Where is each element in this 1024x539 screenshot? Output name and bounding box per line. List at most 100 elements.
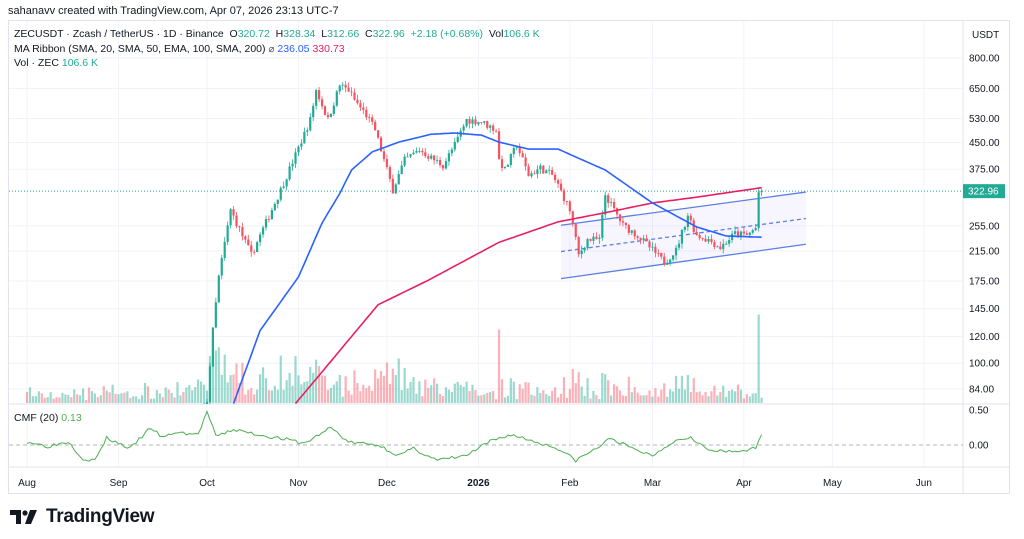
volume-title: Vol · ZEC	[14, 57, 59, 69]
volume-bar	[739, 389, 743, 403]
volume-legend[interactable]: Vol · ZEC 106.6 K	[14, 57, 98, 69]
volume-bar	[492, 390, 495, 403]
volume-bar	[323, 375, 327, 403]
volume-bar	[669, 389, 672, 403]
ma-ribbon	[232, 132, 762, 404]
price-axis[interactable]: 800.00 650.00 530.00 450.00 375.00 255.00 215.…	[963, 54, 1005, 452]
candle-body	[44, 500, 46, 502]
volume-bar	[267, 390, 271, 403]
candle-body	[577, 237, 580, 255]
candle-body	[67, 494, 69, 495]
open-label: O	[229, 28, 238, 40]
candle-body	[406, 156, 409, 158]
volume-bar	[385, 362, 389, 403]
candle-body	[368, 117, 371, 119]
volume-bar	[427, 387, 430, 403]
candle-body	[397, 174, 400, 185]
price-tick-label: 145.00	[969, 304, 1000, 315]
candle-body	[415, 151, 418, 153]
parallel-channel-drawing[interactable]	[560, 191, 806, 280]
candle-body	[356, 99, 359, 104]
close-value: 322.96	[372, 28, 405, 40]
candle-body	[610, 201, 613, 203]
volume-bar	[211, 338, 214, 403]
volume-bar	[639, 395, 642, 403]
volume-bar	[548, 395, 551, 403]
volume-bar	[105, 390, 108, 403]
tradingview-logo[interactable]: TradingView	[10, 506, 155, 528]
time-tick-label: Jun	[916, 478, 932, 489]
candle-body	[551, 170, 554, 175]
candle-body	[450, 149, 453, 154]
volume-bar	[542, 390, 545, 403]
volume-bar	[371, 390, 374, 403]
candle-body	[32, 502, 34, 504]
volume-bar	[586, 378, 589, 403]
symbol-legend[interactable]: ZECUSDT · Zcash / TetherUS · 1D · Binanc…	[14, 28, 540, 40]
ma-ribbon-legend[interactable]: MA Ribbon (SMA, 20, SMA, 50, EMA, 100, S…	[14, 43, 345, 55]
candle-body	[489, 125, 492, 128]
candle-body	[388, 167, 391, 179]
candle-body	[247, 239, 250, 246]
time-axis[interactable]: Aug Sep Oct Nov Dec 2026 Feb Mar Apr May Jun	[18, 478, 932, 489]
candle-body	[506, 164, 509, 167]
candle-body	[253, 251, 256, 253]
candle-body	[220, 257, 223, 276]
volume-bar	[347, 390, 350, 403]
volume-bar	[40, 393, 43, 403]
volume-bar	[241, 362, 244, 403]
candle-body	[94, 484, 96, 486]
tradingview-logo-icon	[10, 510, 37, 524]
candle-body	[716, 246, 719, 248]
volume-bar	[642, 395, 645, 403]
candle-body	[300, 143, 303, 147]
candle-body	[217, 275, 220, 303]
volume-bar	[152, 398, 155, 403]
candle-body	[197, 419, 199, 427]
time-tick-label: May	[823, 478, 842, 489]
volume-bar	[627, 376, 630, 403]
volume-bar	[509, 378, 512, 403]
volume-bars	[25, 314, 763, 403]
candle-body	[527, 166, 530, 177]
volume-bar	[102, 386, 105, 403]
volume-bar	[329, 387, 332, 403]
volume-bar	[521, 388, 524, 403]
time-tick-label: Sep	[110, 478, 128, 489]
volume-bar	[630, 392, 633, 403]
cmf-legend[interactable]: CMF (20) 0.13	[14, 412, 82, 424]
candle-body	[757, 192, 760, 229]
eye-off-icon[interactable]: ⌀	[268, 44, 275, 55]
volume-bar	[610, 395, 613, 403]
volume-bar	[161, 397, 164, 403]
volume-bar	[680, 375, 684, 403]
candle-body	[147, 464, 149, 468]
candle-body	[456, 136, 459, 143]
volume-bar	[73, 389, 76, 403]
candle-body	[318, 90, 321, 100]
candle-body	[412, 152, 415, 155]
last-price-tag	[963, 184, 1005, 199]
candle-body	[433, 155, 436, 161]
candle-body	[545, 170, 548, 174]
volume-bar	[350, 394, 353, 403]
volume-bar	[344, 376, 347, 403]
volume-bar	[477, 395, 480, 403]
candle-body	[291, 163, 294, 167]
candle-body	[320, 99, 324, 107]
candle-body	[663, 256, 666, 265]
volume-bar	[353, 370, 356, 403]
price-tick-label: 120.00	[969, 332, 1000, 343]
candles	[32, 80, 763, 504]
candle-body	[91, 486, 93, 492]
currency-label: USDT	[972, 30, 999, 41]
candle-body	[618, 214, 622, 222]
volume-bar	[533, 395, 536, 403]
volume-bar	[480, 395, 483, 403]
volume-bar	[725, 396, 728, 403]
last-price-label: 322.96	[968, 187, 999, 198]
candle-body	[436, 160, 439, 161]
candle-body	[592, 236, 595, 241]
volume-bar	[170, 392, 173, 403]
